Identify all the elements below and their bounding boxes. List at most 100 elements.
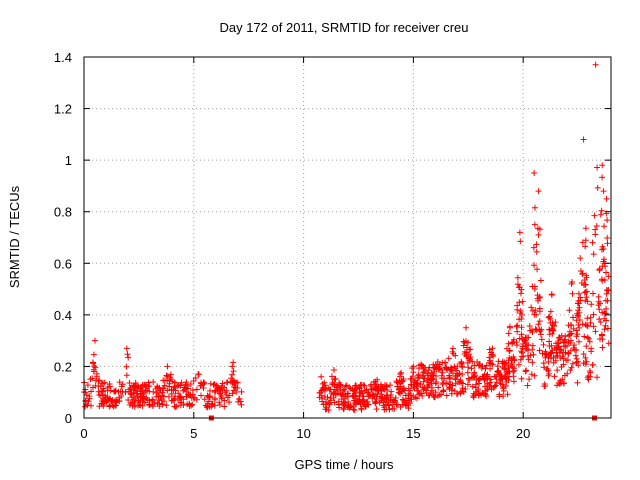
x-tick-label: 15 [406, 426, 420, 441]
data-point [464, 353, 471, 360]
data-point [518, 315, 525, 322]
data-point [464, 381, 471, 388]
data-point [483, 372, 490, 379]
data-point [590, 251, 597, 258]
data-point [398, 369, 405, 376]
data-point [381, 386, 388, 393]
data-point [487, 376, 494, 383]
data-point [582, 225, 589, 232]
data-point [532, 325, 539, 332]
data-point [419, 372, 426, 379]
data-point [223, 379, 230, 386]
data-point [320, 384, 327, 391]
data-point [471, 373, 478, 380]
data-point [363, 386, 370, 393]
data-point [522, 345, 529, 352]
data-point [189, 387, 196, 394]
data-point [570, 344, 577, 351]
data-point [441, 375, 448, 382]
data-point [442, 364, 449, 371]
data-point [491, 383, 498, 390]
data-point [163, 402, 170, 409]
data-point [467, 346, 474, 353]
data-point [412, 377, 419, 384]
data-point [375, 388, 382, 395]
data-point [529, 329, 536, 336]
data-point [219, 380, 226, 387]
data-point [513, 323, 520, 330]
data-point [548, 291, 555, 298]
data-point [589, 239, 596, 246]
data-point [216, 399, 223, 406]
data-point [210, 381, 217, 388]
data-point [505, 330, 512, 337]
data-points [81, 61, 612, 421]
data-point [544, 365, 551, 372]
data-point [523, 334, 530, 341]
data-point [565, 332, 572, 339]
data-point [513, 342, 520, 349]
data-point [351, 407, 358, 414]
data-point [572, 352, 579, 359]
data-point [206, 394, 213, 401]
data-point [97, 392, 104, 399]
data-point [476, 380, 483, 387]
data-point [205, 398, 212, 405]
data-point [407, 387, 414, 394]
data-point [439, 381, 446, 388]
data-point [540, 341, 547, 348]
data-point [576, 317, 583, 324]
data-point [234, 384, 241, 391]
data-point [468, 365, 475, 372]
data-point [353, 389, 360, 396]
data-point [420, 366, 427, 373]
data-point [599, 309, 606, 316]
data-point [598, 276, 605, 283]
data-point [152, 385, 159, 392]
data-point [482, 391, 489, 398]
data-point [535, 188, 542, 195]
data-point [464, 339, 471, 346]
data-point [460, 389, 467, 396]
data-point [396, 387, 403, 394]
data-point [367, 383, 374, 390]
data-point [584, 334, 591, 341]
data-point [526, 376, 533, 383]
y-tick-label: 0.2 [54, 359, 72, 374]
data-point [565, 322, 572, 329]
data-point [579, 270, 586, 277]
data-point [588, 345, 595, 352]
data-point [229, 371, 236, 378]
data-point [499, 358, 506, 365]
data-point [451, 387, 458, 394]
data-point [161, 382, 168, 389]
data-point [161, 377, 168, 384]
data-point [587, 319, 594, 326]
data-point [575, 307, 582, 314]
data-point [578, 279, 585, 286]
data-point [224, 394, 231, 401]
data-point [492, 373, 499, 380]
data-point [350, 393, 357, 400]
data-point [599, 174, 606, 181]
data-point [505, 340, 512, 347]
data-point [351, 400, 358, 407]
data-point [221, 397, 228, 404]
data-point [592, 61, 599, 68]
data-point [561, 372, 568, 379]
data-point [382, 401, 389, 408]
data-point [372, 400, 379, 407]
data-point [153, 390, 160, 397]
data-point [417, 381, 424, 388]
data-point [95, 382, 102, 389]
data-point [584, 323, 591, 330]
data-point [583, 343, 590, 350]
data-point [218, 393, 225, 400]
x-tick-labels: 0 5 10 15 20 [80, 426, 530, 441]
data-point [538, 336, 545, 343]
data-point [433, 378, 440, 385]
data-point [466, 357, 473, 364]
data-point [211, 396, 218, 403]
data-point [558, 364, 565, 371]
y-tick-label: 0 [65, 411, 72, 426]
